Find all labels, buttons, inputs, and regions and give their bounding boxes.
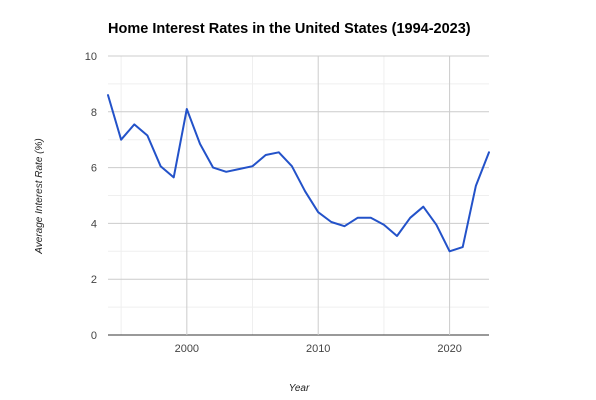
series-line: [107, 94, 490, 253]
x-tick-label: 2000: [175, 343, 199, 355]
y-tick-label: 8: [91, 107, 97, 119]
grid: [108, 55, 489, 336]
y-tick-label: 2: [91, 274, 97, 286]
x-axis-title: Year: [289, 383, 310, 394]
chart-title: Home Interest Rates in the United States…: [108, 21, 471, 37]
y-tick-label: 6: [91, 163, 97, 175]
y-tick-label: 0: [91, 330, 97, 342]
y-tick-label: 10: [85, 51, 97, 63]
x-tick-label: 2020: [437, 343, 461, 355]
y-tick-label: 4: [91, 218, 97, 230]
tick-labels: 0 2 4 6 8 10 2000 2010 2020: [85, 51, 462, 355]
y-axis-title: Average Interest Rate (%): [34, 138, 45, 254]
x-tick-label: 2010: [306, 343, 330, 355]
series-layer: [107, 94, 490, 253]
